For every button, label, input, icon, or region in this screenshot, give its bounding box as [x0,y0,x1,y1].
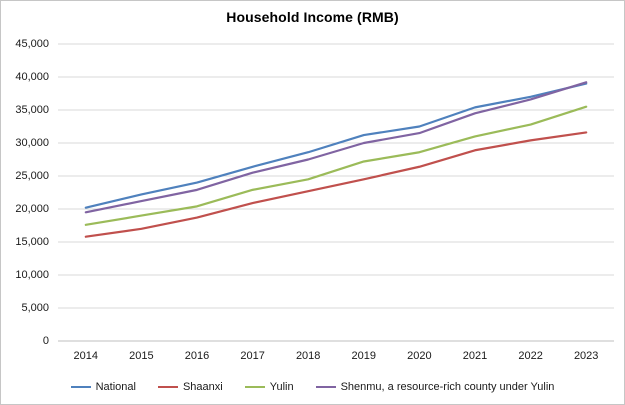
yulin-line-swatch [244,386,265,388]
y-tick-label: 0 [42,335,49,347]
series-line-national [84,82,588,209]
y-tick-label: 15,000 [15,236,49,248]
y-tick-label: 10,000 [15,269,49,281]
y-tick-label: 30,000 [15,137,49,149]
legend-item-shaanxi: Shaanxi [157,381,223,393]
x-tick-label: 2019 [351,350,377,362]
series-line-shenmu [84,81,588,214]
shaanxi-line-swatch [157,386,178,388]
national-line-swatch [70,386,91,388]
series-line-shaanxi [84,131,588,238]
shenmu-line-swatch [315,386,336,388]
y-tick-label: 40,000 [15,71,49,83]
y-tick-label: 20,000 [15,203,49,215]
x-tick-label: 2016 [184,350,210,362]
legend-item-shenmu: Shenmu, a resource-rich county under Yul… [315,381,555,393]
x-tick-label: 2018 [295,350,321,362]
legend-label: Shenmu, a resource-rich county under Yul… [340,381,555,393]
x-tick-label: 2020 [407,350,432,362]
x-tick-label: 2017 [240,350,265,362]
x-tick-label: 2023 [573,350,599,362]
chart-legend: National Shaanxi Yulin Shenmu, a resourc… [1,381,624,393]
y-tick-label: 25,000 [15,170,49,182]
series-line-yulin [84,105,588,226]
y-tick-label: 45,000 [15,38,49,50]
x-tick-label: 2021 [462,350,488,362]
legend-label: National [95,381,136,393]
legend-label: Yulin [269,381,294,393]
chart-title: Household Income (RMB) [226,9,399,25]
legend-item-national: National [70,381,136,393]
x-tick-label: 2015 [129,350,154,362]
y-tick-label: 5,000 [21,302,49,314]
x-tick-label: 2014 [73,350,99,362]
legend-label: Shaanxi [182,381,223,393]
x-tick-label: 2022 [518,350,543,362]
legend-item-yulin: Yulin [244,381,294,393]
y-tick-label: 35,000 [15,104,49,116]
